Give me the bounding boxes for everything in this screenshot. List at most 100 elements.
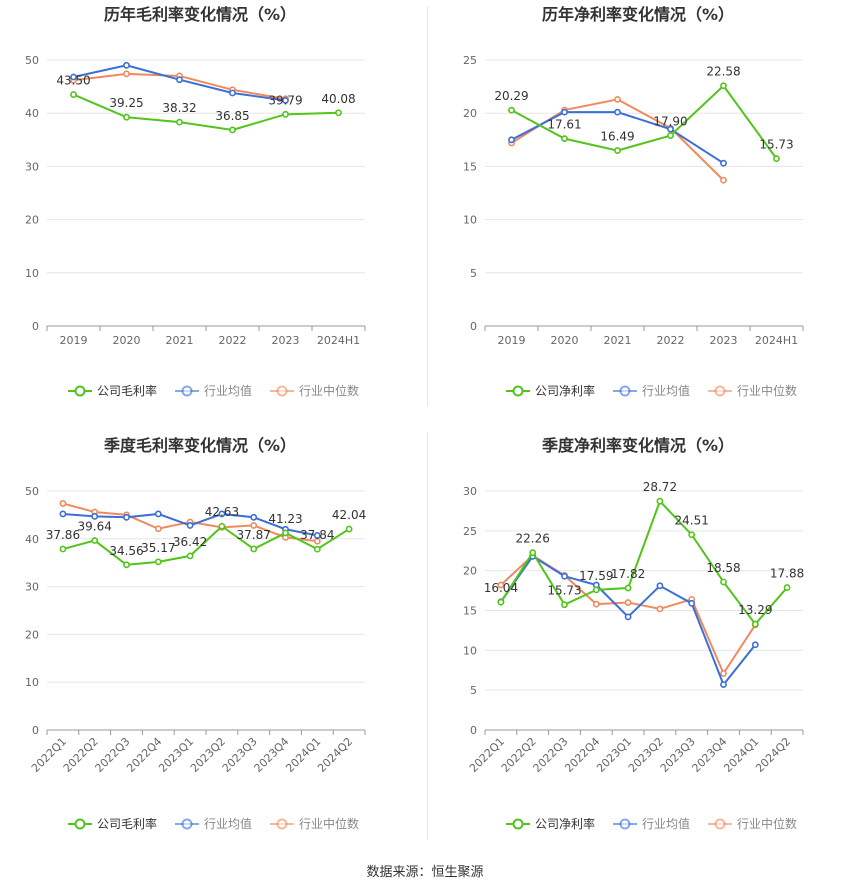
data-source-note: 数据来源：恒生聚源: [366, 865, 484, 880]
panel-divider-top: [427, 6, 428, 406]
data-point-company: [751, 620, 759, 628]
data-point-median: [614, 95, 621, 103]
legend-label-avg: 行业均值: [204, 383, 252, 398]
data-label: 15.73: [547, 584, 581, 598]
series-line-company: [500, 499, 788, 626]
y-tick-label: 30: [25, 160, 39, 173]
legend-marker-company: [512, 818, 524, 830]
data-point-avg: [186, 522, 194, 529]
y-tick-label: 0: [470, 724, 477, 737]
y-tick-label: 20: [25, 214, 39, 227]
data-point-avg: [250, 513, 258, 521]
data-point-avg: [59, 510, 67, 518]
data-label: 17.90: [653, 115, 687, 129]
data-point-company: [529, 549, 537, 557]
data-point-company: [783, 584, 791, 591]
legend-marker-company: [74, 818, 86, 830]
legend-marker-company: [74, 385, 86, 397]
y-tick-label: 20: [463, 107, 477, 120]
data-label: 38.32: [162, 101, 196, 115]
data-point-company: [186, 552, 194, 560]
data-label: 24.51: [675, 514, 709, 528]
data-point-avg: [218, 510, 226, 518]
data-label: 37.87: [237, 528, 271, 542]
x-tick-label: 2024H1: [755, 334, 798, 347]
legend-marker-avg: [181, 385, 193, 397]
data-point-company: [614, 147, 621, 154]
legend-label-avg: 行业均值: [204, 816, 252, 831]
y-tick-label: 5: [470, 267, 477, 280]
data-point-avg: [751, 641, 759, 649]
legend-label-avg: 行业均值: [642, 816, 690, 831]
data-point-avg: [154, 510, 162, 518]
legend-label-company: 公司净利率: [535, 383, 595, 398]
data-point-company: [561, 135, 568, 143]
data-point-avg: [313, 532, 321, 539]
x-tick-label: 2024Q2: [753, 735, 793, 775]
x-tick-label: 2023: [272, 334, 300, 347]
data-point-avg: [561, 572, 568, 580]
data-label: 39.64: [78, 520, 112, 534]
data-label: 17.88: [770, 567, 804, 581]
data-point-median: [123, 70, 130, 78]
data-point-company: [229, 126, 236, 134]
data-point-avg: [282, 97, 289, 104]
data-label: 43.50: [56, 74, 90, 88]
legend-marker-median: [714, 818, 726, 830]
data-point-median: [497, 581, 505, 589]
chart-title: 季度净利率变化情况（%）: [541, 436, 734, 455]
y-tick-label: 15: [463, 605, 477, 618]
data-label: 34.56: [109, 544, 143, 558]
y-tick-label: 50: [25, 54, 39, 67]
data-point-company: [91, 537, 99, 544]
y-tick-label: 25: [463, 54, 477, 67]
chart-title: 历年净利率变化情况（%）: [542, 5, 734, 24]
legend-label-median: 行业中位数: [299, 816, 359, 831]
legend-label-median: 行业中位数: [299, 383, 359, 398]
y-tick-label: 30: [463, 485, 477, 498]
y-tick-label: 10: [463, 644, 477, 657]
annual-gross-margin-chart: 历年毛利率变化情况（%） 0 10 20 30 40 50 2019 2020 2021 2022 2…: [25, 5, 366, 398]
data-label: 16.04: [484, 581, 518, 595]
data-point-company: [176, 118, 183, 126]
legend-label-median: 行业中位数: [737, 383, 797, 398]
annual-net-margin-chart: 历年净利率变化情况（%） 0 5 10 15 20 25 2019 2020 2021 2022 20…: [463, 5, 804, 398]
legend-label-avg: 行业均值: [642, 383, 690, 398]
data-point-company: [313, 545, 321, 553]
data-point-avg: [176, 76, 183, 84]
data-label: 16.49: [600, 130, 634, 144]
y-tick-label: 15: [463, 160, 477, 173]
data-point-company: [773, 155, 780, 163]
legend-marker-median: [276, 385, 288, 397]
data-point-company: [123, 113, 130, 121]
data-point-median: [592, 600, 600, 608]
legend-label-company: 公司毛利率: [97, 816, 157, 831]
legend-marker-company: [512, 385, 524, 397]
y-tick-label: 40: [25, 533, 39, 546]
data-point-company: [508, 106, 515, 114]
series-line-company: [511, 84, 778, 160]
data-point-avg: [720, 159, 727, 167]
data-point-company: [282, 529, 289, 537]
data-point-company: [624, 584, 632, 592]
series-line-company: [62, 524, 350, 566]
data-label: 17.82: [611, 567, 645, 581]
y-tick-label: 40: [25, 107, 39, 120]
y-tick-label: 25: [463, 525, 477, 538]
data-point-avg: [720, 681, 727, 688]
data-label: 42.04: [332, 508, 366, 522]
data-point-avg: [123, 61, 130, 69]
data-label: 20.29: [494, 89, 528, 103]
x-tick-label: 2020: [113, 334, 141, 347]
data-point-company: [592, 586, 600, 594]
data-point-company: [218, 522, 226, 530]
data-label: 36.85: [215, 109, 249, 123]
y-tick-label: 30: [25, 581, 39, 594]
data-label: 36.42: [173, 535, 207, 549]
data-label: 35.17: [141, 541, 175, 555]
legend-label-company: 公司毛利率: [97, 383, 157, 398]
data-label: 37.84: [300, 528, 334, 542]
chart-title: 历年毛利率变化情况（%）: [104, 5, 296, 24]
data-label: 17.61: [547, 118, 581, 132]
data-point-avg: [123, 513, 130, 521]
